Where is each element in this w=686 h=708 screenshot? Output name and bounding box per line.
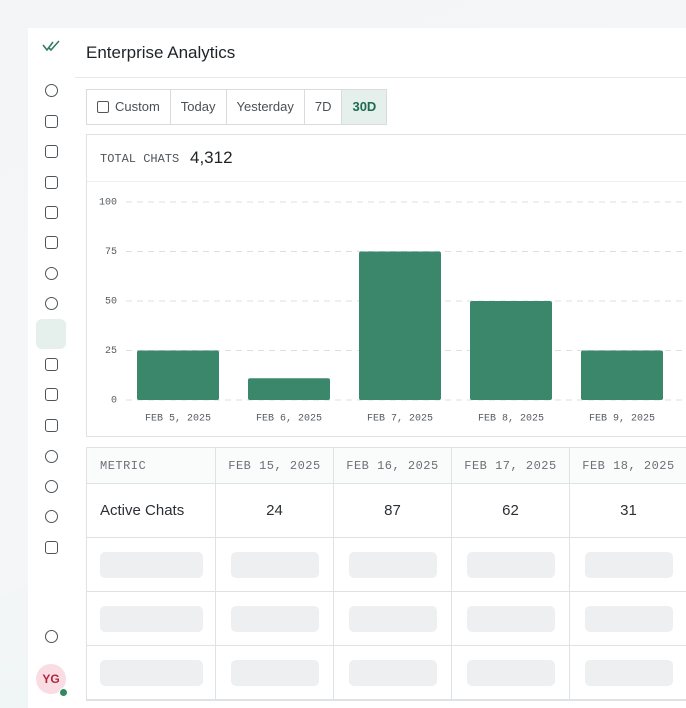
y-tick-label: 75 xyxy=(105,247,117,258)
status-dot xyxy=(59,688,68,697)
header-cell: FEB 15, 2025 xyxy=(216,448,334,484)
skeleton-cell xyxy=(334,538,452,592)
nav-icon[interactable] xyxy=(45,115,58,128)
skeleton-cell xyxy=(570,592,686,646)
header-cell: FEB 18, 2025 xyxy=(570,448,686,484)
nav-icon[interactable] xyxy=(45,206,58,219)
nav-icon[interactable] xyxy=(45,267,58,280)
nav-icon[interactable] xyxy=(45,236,58,249)
x-tick-label: FEB 9, 2025 xyxy=(589,414,655,425)
nav-icon[interactable] xyxy=(45,450,58,463)
header-cell: FEB 16, 2025 xyxy=(334,448,452,484)
nav-icon[interactable] xyxy=(45,541,58,554)
y-tick-label: 100 xyxy=(99,198,117,209)
y-tick-label: 50 xyxy=(105,297,117,308)
skeleton xyxy=(348,605,437,632)
skeleton-cell xyxy=(216,538,334,592)
skeleton xyxy=(99,551,203,578)
calendar-icon xyxy=(97,101,109,113)
skeleton-cell xyxy=(570,646,686,700)
skeleton xyxy=(466,605,555,632)
bar-chart: 0 25 50 75 100 FEB 5, 2025 FEB 6, 2025 FEB 7, 2… xyxy=(99,198,686,425)
skeleton-cell xyxy=(452,592,570,646)
skeleton-cell xyxy=(87,538,216,592)
skeleton-cell xyxy=(452,538,570,592)
header-cell: METRIC xyxy=(87,448,216,484)
skeleton xyxy=(584,551,673,578)
avatar-initials: YG xyxy=(42,672,60,686)
nav-icon[interactable] xyxy=(45,145,58,158)
page-title: Enterprise Analytics xyxy=(86,43,236,62)
skeleton-cell xyxy=(570,538,686,592)
filter-button[interactable]: Custom xyxy=(87,90,171,124)
x-tick-label: FEB 5, 2025 xyxy=(145,414,211,425)
filter-label: Yesterday xyxy=(236,99,294,114)
summary-label: TOTAL CHATS xyxy=(100,152,180,166)
table-cell: 62 xyxy=(452,484,570,538)
nav-icon[interactable] xyxy=(45,84,58,97)
skeleton xyxy=(466,659,555,686)
chart-card xyxy=(86,134,686,437)
filter-label: Today xyxy=(180,99,216,114)
nav-icon[interactable] xyxy=(45,630,58,643)
skeleton-cell xyxy=(334,646,452,700)
nav-icon[interactable] xyxy=(45,510,58,523)
x-tick-label: FEB 8, 2025 xyxy=(478,414,544,425)
metrics-table: METRIC FEB 15, 2025 FEB 16, 2025 FEB 17, 20… xyxy=(86,447,686,701)
table-cell: 31 xyxy=(570,484,686,538)
filter-label: Custom xyxy=(115,99,160,114)
filter-button[interactable]: Today xyxy=(171,90,227,124)
filter-button[interactable]: 7D xyxy=(305,90,343,124)
bar xyxy=(359,251,441,400)
skeleton xyxy=(99,659,203,686)
skeleton-cell xyxy=(87,592,216,646)
skeleton-cell xyxy=(334,592,452,646)
skeleton xyxy=(230,551,319,578)
filter-button[interactable]: Yesterday xyxy=(227,90,305,124)
summary-value: 4,312 xyxy=(190,148,233,167)
skeleton-cell xyxy=(216,592,334,646)
table-cell: 87 xyxy=(334,484,452,538)
skeleton-cell xyxy=(452,646,570,700)
nav-active xyxy=(36,319,66,349)
bar xyxy=(137,350,219,400)
skeleton xyxy=(466,551,555,578)
header-cell: FEB 17, 2025 xyxy=(452,448,570,484)
nav-icon[interactable] xyxy=(45,388,58,401)
x-tick-label: FEB 7, 2025 xyxy=(367,414,433,425)
skeleton xyxy=(348,551,437,578)
skeleton xyxy=(230,659,319,686)
bar xyxy=(581,350,663,400)
filter-label: 30D xyxy=(352,99,377,114)
skeleton xyxy=(348,659,437,686)
bar xyxy=(248,378,330,400)
nav-icon[interactable] xyxy=(45,358,58,371)
table-cell: 24 xyxy=(216,484,334,538)
y-tick-label: 0 xyxy=(111,396,117,407)
date-filters: Custom Today Yesterday 7D 30D xyxy=(86,89,388,125)
divider xyxy=(87,181,686,182)
skeleton xyxy=(230,605,319,632)
y-tick-label: 25 xyxy=(105,346,117,357)
bar xyxy=(470,301,552,400)
nav-icon[interactable] xyxy=(45,297,58,310)
filter-button[interactable]: 30D xyxy=(342,90,387,124)
skeleton xyxy=(584,605,673,632)
skeleton-cell xyxy=(216,646,334,700)
logo xyxy=(42,40,60,52)
skeleton-cell xyxy=(87,646,216,700)
filter-label: 7D xyxy=(314,99,332,114)
x-tick-label: FEB 6, 2025 xyxy=(256,414,322,425)
skeleton xyxy=(99,605,203,632)
skeleton xyxy=(584,659,673,686)
nav-icon[interactable] xyxy=(45,419,58,432)
nav-icon[interactable] xyxy=(45,176,58,189)
nav-icon[interactable] xyxy=(45,480,58,493)
divider xyxy=(75,77,686,78)
table-cell: Active Chats xyxy=(87,484,216,538)
